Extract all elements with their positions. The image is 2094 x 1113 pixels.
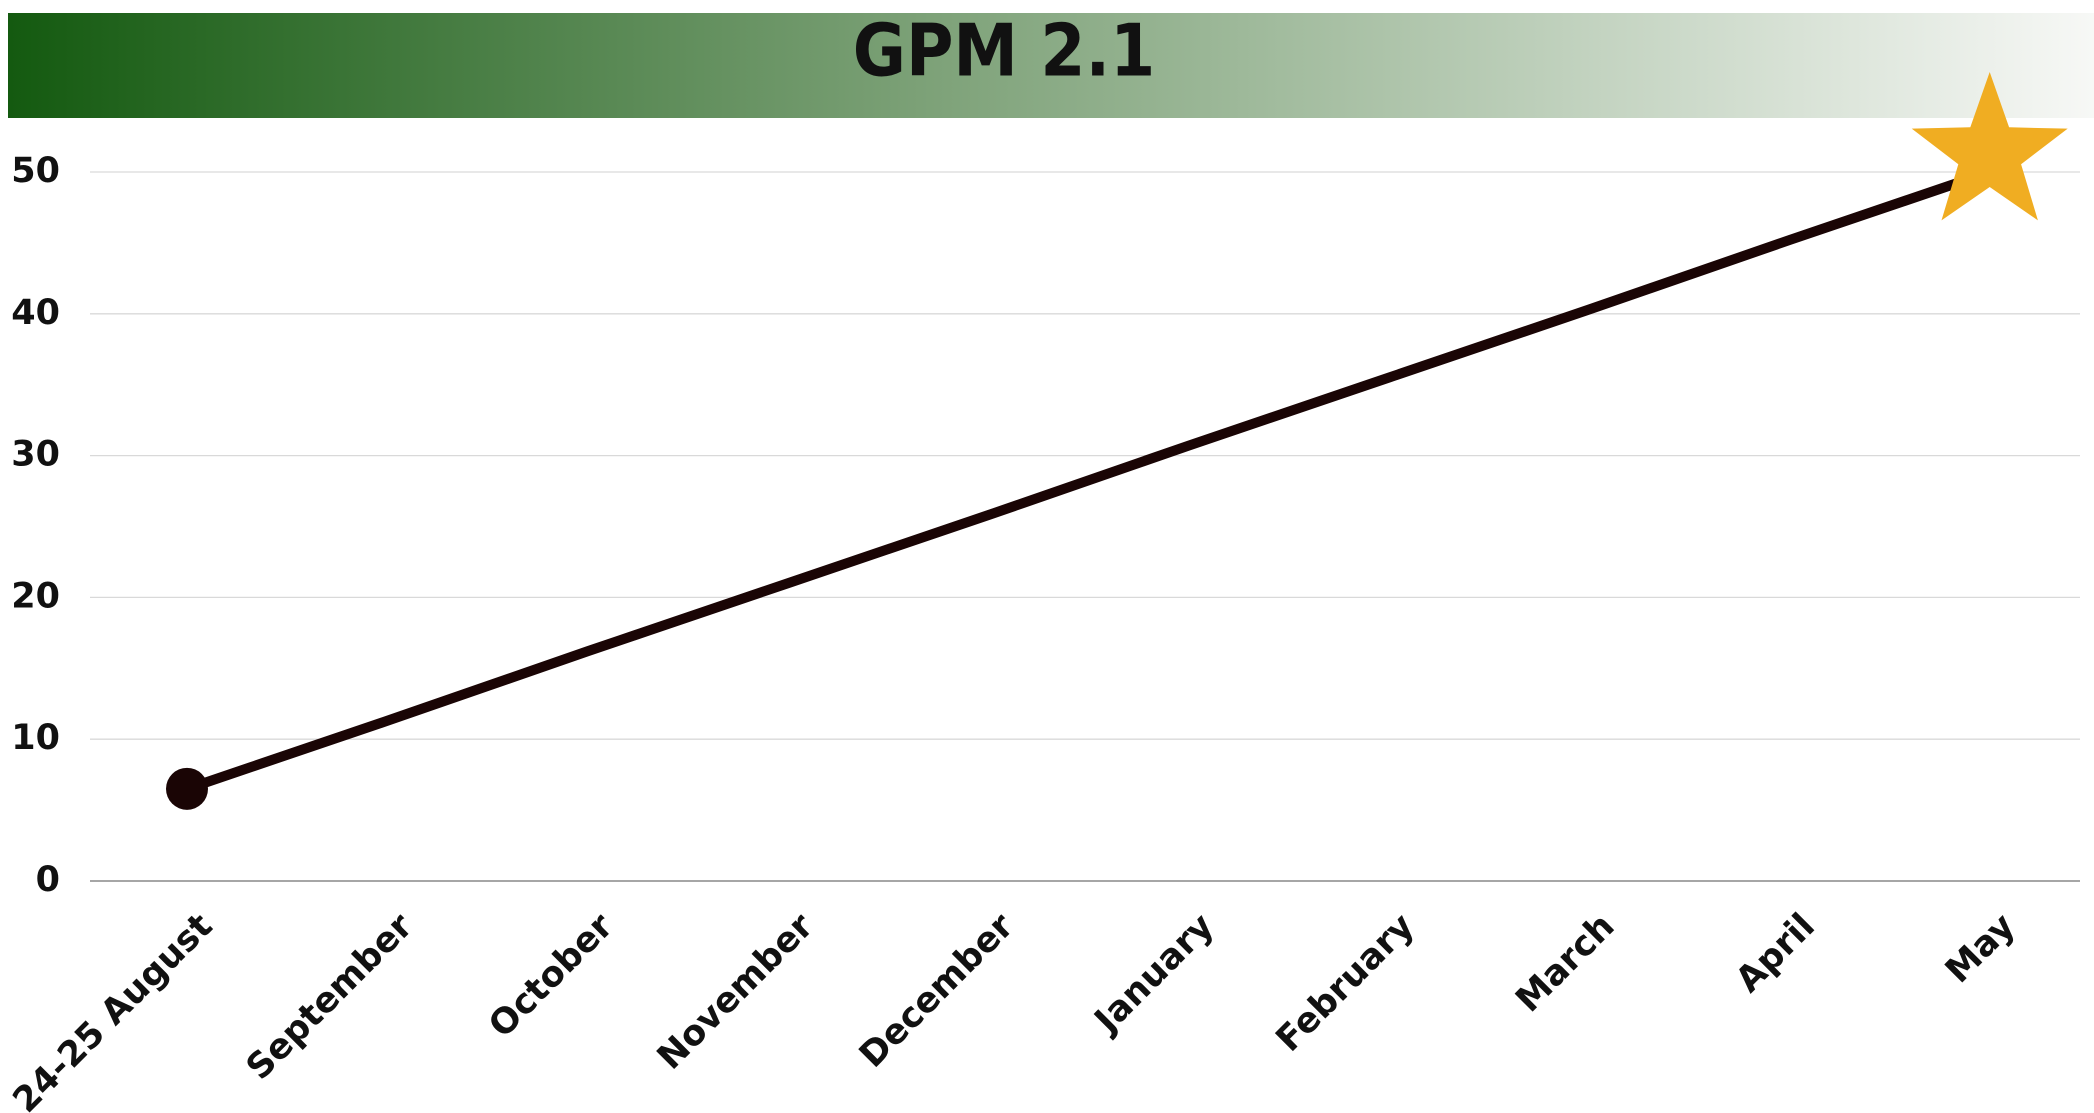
x-tick-label: October	[481, 906, 621, 1046]
y-tick-label: 30	[11, 435, 60, 475]
x-tick-label: April	[1729, 906, 1823, 1000]
start-marker	[166, 767, 208, 810]
x-tick-label: September	[239, 906, 421, 1088]
title-band	[8, 13, 2094, 118]
x-tick-label: February	[1269, 906, 1423, 1060]
y-tick-label: 10	[11, 718, 60, 758]
x-tick-label: May	[1938, 906, 2023, 991]
end-marker	[1911, 72, 2068, 221]
y-tick-label: 0	[36, 860, 60, 900]
y-tick-label: 50	[11, 151, 60, 191]
y-tick-label: 20	[11, 576, 60, 616]
x-tick-label: December	[852, 906, 1022, 1076]
x-tick-label: March	[1508, 906, 1622, 1020]
x-tick-label: January	[1086, 906, 1222, 1042]
x-tick-label: 24-25 August	[6, 906, 221, 1113]
x-tick-label: November	[650, 906, 822, 1078]
y-tick-label: 40	[11, 293, 60, 333]
line	[185, 167, 1992, 794]
chart-title: GPM 2.1	[853, 9, 1155, 93]
